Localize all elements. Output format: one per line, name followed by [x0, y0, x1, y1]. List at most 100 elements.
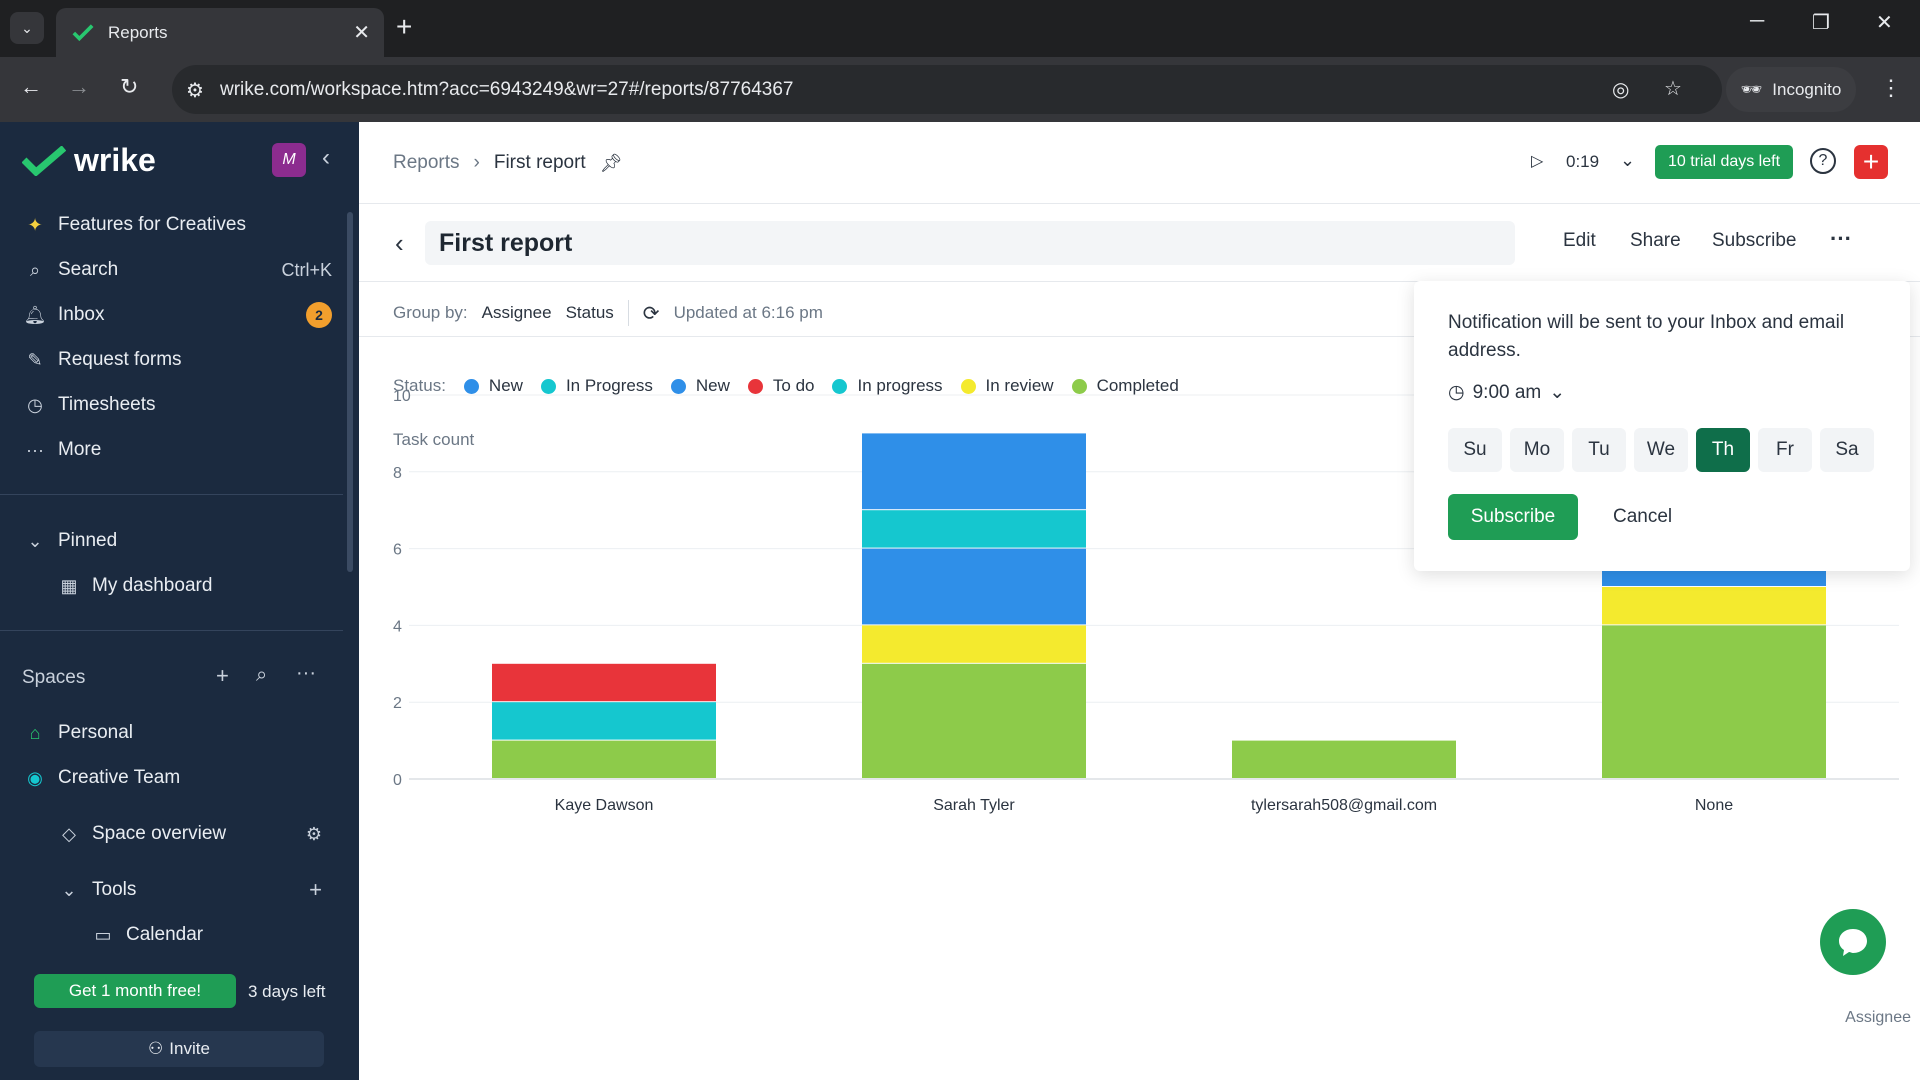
timer-value[interactable]: 0:19 [1566, 152, 1600, 171]
restore-icon[interactable]: ❐ [1812, 12, 1830, 34]
bar-segment[interactable] [862, 433, 1086, 510]
report-title[interactable]: First report [425, 221, 1515, 265]
bar-segment[interactable] [862, 663, 1086, 778]
breadcrumb-reports[interactable]: Reports [393, 152, 460, 173]
collapse-sidebar-icon[interactable]: ‹ [322, 144, 330, 171]
group-by-status[interactable]: Status [565, 303, 614, 322]
sidebar-item-creative-team[interactable]: ◉ Creative Team [22, 767, 332, 789]
site-info-icon[interactable]: ⚙ [186, 80, 204, 102]
sidebar-item-search[interactable]: ⌕ Search Ctrl+K [22, 259, 332, 281]
bar-segment[interactable] [492, 702, 716, 740]
sidebar-item-features[interactable]: ✦ Features for Creatives [22, 214, 332, 236]
browser-menu-icon[interactable]: ⋮ [1880, 75, 1902, 100]
y-axis-label: Task count [393, 430, 475, 449]
time-picker[interactable]: ◷ 9:00 am ⌄ [1448, 381, 1565, 404]
spaces-more-icon[interactable]: ··· [296, 662, 316, 684]
close-window-icon[interactable]: ✕ [1876, 12, 1893, 34]
day-wednesday[interactable]: We [1634, 428, 1688, 472]
legend-label: In progress [857, 376, 943, 395]
get-month-free-button[interactable]: Get 1 month free! [34, 974, 236, 1008]
sidebar-scrollbar[interactable] [347, 212, 353, 572]
sidebar-item-more[interactable]: ··· More [22, 439, 332, 461]
tab-search-button[interactable]: ⌄ [10, 12, 44, 44]
sidebar-item-timesheets[interactable]: ◷ Timesheets [22, 394, 332, 416]
sidebar-item-label: My dashboard [92, 575, 213, 596]
bar-segment[interactable] [492, 663, 716, 702]
bar-segment[interactable] [862, 548, 1086, 625]
legend-item[interactable]: Completed [1071, 376, 1179, 396]
share-button[interactable]: Share [1630, 230, 1681, 251]
legend-item[interactable]: In review [960, 376, 1054, 396]
pin-icon[interactable]: 📌︎ [599, 152, 623, 173]
bar-segment[interactable] [862, 625, 1086, 663]
quick-create-button[interactable]: + [1854, 145, 1888, 179]
close-tab-icon[interactable]: ✕ [353, 22, 370, 44]
popup-subscribe-button[interactable]: Subscribe [1448, 494, 1578, 540]
workspace-avatar[interactable]: M [272, 143, 306, 177]
legend-item[interactable]: In progress [832, 376, 943, 396]
day-friday[interactable]: Fr [1758, 428, 1812, 472]
legend-item[interactable]: New [670, 376, 730, 396]
search-spaces-icon[interactable]: ⌕ [256, 664, 268, 686]
timer-dropdown-icon[interactable]: ⌄ [1620, 150, 1636, 170]
legend-label: To do [772, 376, 815, 395]
sidebar-item-label: Calendar [126, 924, 204, 945]
bar-segment[interactable] [1232, 740, 1456, 778]
back-arrow-icon[interactable]: ‹ [395, 228, 404, 258]
popup-cancel-button[interactable]: Cancel [1613, 506, 1673, 527]
legend-item[interactable]: New [463, 376, 523, 396]
sidebar-item-inbox[interactable]: 🔔︎ Inbox 2 [22, 302, 332, 328]
new-tab-button[interactable]: + [396, 11, 413, 42]
incognito-indicator[interactable]: 🕶 Incognito [1726, 67, 1856, 112]
day-sunday[interactable]: Su [1448, 428, 1502, 472]
edit-button[interactable]: Edit [1563, 230, 1596, 251]
sidebar-item-label: Search [58, 259, 119, 280]
minimize-icon[interactable]: ─ [1750, 10, 1765, 32]
eye-off-icon[interactable]: ◎ [1612, 79, 1630, 101]
add-space-icon[interactable]: + [216, 663, 229, 688]
address-bar[interactable]: ⚙ wrike.com/workspace.htm?acc=6943249&wr… [172, 65, 1722, 114]
group-by-assignee[interactable]: Assignee [481, 303, 552, 322]
reload-icon[interactable]: ↻ [120, 74, 139, 99]
y-tick-label: 10 [393, 388, 411, 405]
invite-button[interactable]: ⚇ Invite [34, 1031, 324, 1067]
bar-segment[interactable] [492, 740, 716, 778]
pinned-section-toggle[interactable]: ⌄ Pinned [22, 530, 332, 552]
status-label: Status: [393, 376, 446, 395]
main-content: Reports › First report 📌︎ ▷ 0:19 ⌄ 10 tr… [359, 122, 1920, 1080]
day-thursday[interactable]: Th [1696, 428, 1750, 472]
dashboard-icon: ▦ [60, 575, 78, 596]
bar-segment[interactable] [862, 510, 1086, 548]
sidebar-item-tools[interactable]: ⌄ Tools + [56, 877, 322, 902]
star-icon[interactable]: ☆ [1664, 78, 1682, 100]
day-saturday[interactable]: Sa [1820, 428, 1874, 472]
report-more-icon[interactable]: ··· [1830, 226, 1852, 251]
sidebar-item-personal[interactable]: ⌂ Personal [22, 722, 332, 744]
legend-item[interactable]: In Progress [540, 376, 653, 396]
wrike-favicon-icon [72, 23, 94, 41]
bar-segment[interactable] [1602, 587, 1826, 625]
subscribe-button[interactable]: Subscribe [1712, 230, 1797, 251]
add-tool-icon[interactable]: + [309, 877, 322, 902]
sidebar-item-my-dashboard[interactable]: ▦ My dashboard [56, 575, 366, 597]
trial-days-button[interactable]: 10 trial days left [1655, 145, 1793, 179]
sidebar-item-request-forms[interactable]: ✎ Request forms [22, 349, 332, 371]
sidebar-item-calendar[interactable]: ▭ Calendar [90, 924, 400, 946]
refresh-icon[interactable]: ⟳ [642, 302, 660, 325]
tab-title: Reports [108, 22, 168, 42]
bar-segment[interactable] [1602, 625, 1826, 778]
day-tuesday[interactable]: Tu [1572, 428, 1626, 472]
chat-button[interactable] [1820, 909, 1886, 975]
gear-icon[interactable]: ⚙ [305, 823, 322, 844]
play-timer-icon[interactable]: ▷ [1531, 153, 1544, 170]
forward-icon[interactable]: → [68, 74, 90, 99]
wrike-logo[interactable]: wrike [22, 142, 156, 179]
back-icon[interactable]: ← [20, 74, 42, 99]
legend-label: In Progress [565, 376, 653, 395]
day-monday[interactable]: Mo [1510, 428, 1564, 472]
help-icon[interactable]: ? [1810, 148, 1836, 174]
legend-dot [463, 378, 479, 394]
browser-tab-reports[interactable]: Reports ✕ [56, 8, 384, 57]
legend-item[interactable]: To do [747, 376, 815, 396]
sidebar-item-space-overview[interactable]: ◇ Space overview ⚙ [56, 823, 322, 845]
